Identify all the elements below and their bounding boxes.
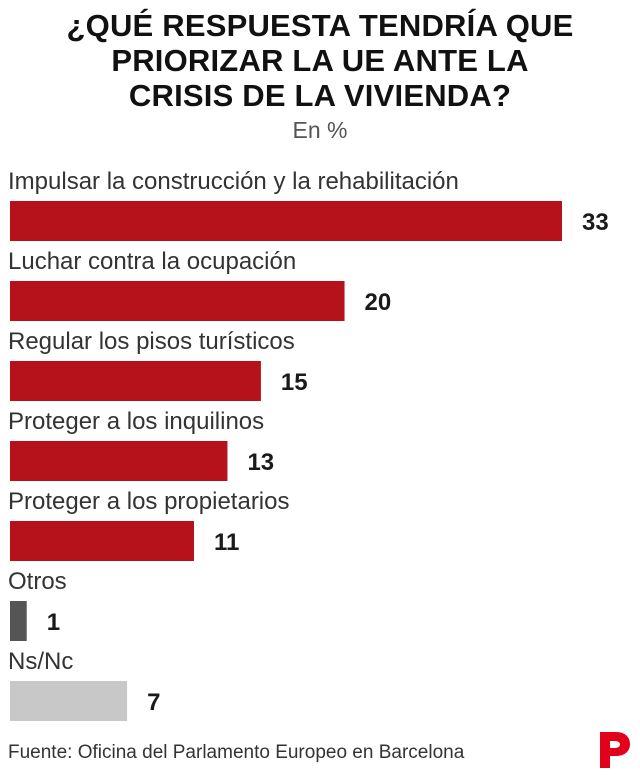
- bar: [10, 601, 27, 641]
- chart-title: ¿QUÉ RESPUESTA TENDRÍA QUE PRIORIZAR LA …: [66, 8, 574, 113]
- publication-logo-icon: [600, 732, 630, 768]
- bar: [10, 441, 228, 481]
- category-label: Proteger a los propietarios: [8, 488, 289, 515]
- category-label: Otros: [8, 568, 67, 595]
- value-label: 15: [281, 369, 308, 396]
- category-label: Regular los pisos turísticos: [8, 328, 295, 355]
- bar: [10, 281, 345, 321]
- value-label: 33: [582, 209, 609, 236]
- bar: [10, 361, 261, 401]
- category-label: Proteger a los inquilinos: [8, 408, 264, 435]
- bar: [10, 681, 128, 721]
- category-label: Impulsar la construcción y la rehabilita…: [8, 168, 459, 195]
- category-label: Luchar contra la ocupación: [8, 248, 296, 275]
- value-label: 7: [147, 689, 160, 716]
- bar: [10, 521, 194, 561]
- value-label: 1: [47, 609, 60, 636]
- value-label: 20: [365, 289, 392, 316]
- value-label: 13: [247, 449, 274, 476]
- bar: [10, 201, 562, 241]
- category-label: Ns/Nc: [8, 648, 73, 675]
- source-note: Fuente: Oficina del Parlamento Europeo e…: [8, 742, 465, 763]
- value-label: 11: [214, 529, 239, 556]
- chart-subtitle: En %: [292, 117, 348, 143]
